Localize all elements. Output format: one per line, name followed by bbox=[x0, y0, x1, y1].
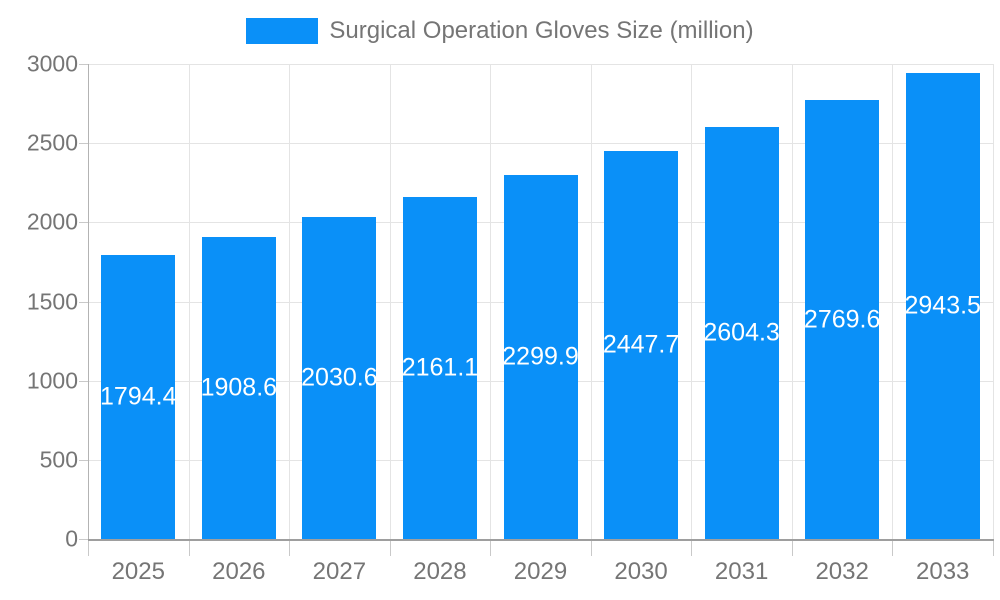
y-axis-tick-label: 2000 bbox=[26, 208, 78, 235]
bar[interactable] bbox=[604, 151, 679, 539]
x-axis-line bbox=[88, 539, 994, 541]
gridline-vertical bbox=[389, 64, 391, 539]
y-axis-tick-label: 0 bbox=[65, 525, 78, 552]
x-axis-tick-label: 2028 bbox=[413, 558, 467, 585]
bar[interactable] bbox=[704, 126, 779, 539]
gridline-vertical bbox=[289, 64, 291, 539]
x-axis-tick bbox=[791, 540, 793, 556]
gridline-vertical bbox=[892, 64, 894, 539]
legend-swatch bbox=[246, 18, 319, 44]
y-axis-tick-label: 1500 bbox=[26, 288, 78, 314]
y-axis-tick bbox=[79, 539, 88, 540]
y-axis-tick-label: 2500 bbox=[26, 129, 78, 156]
gridline-vertical bbox=[490, 64, 492, 539]
bar[interactable] bbox=[302, 217, 377, 539]
x-axis-tick-label: 2027 bbox=[312, 558, 367, 585]
x-axis-tick bbox=[892, 540, 894, 556]
gridline-vertical bbox=[993, 64, 994, 539]
gridline-vertical bbox=[188, 64, 190, 539]
x-axis-tick bbox=[289, 540, 291, 556]
gridline-vertical bbox=[691, 64, 693, 539]
bar-value-label: 2299.9 bbox=[502, 342, 579, 371]
bar-value-label: 1908.6 bbox=[200, 373, 278, 402]
y-axis-tick bbox=[79, 301, 88, 303]
x-axis-tick-label: 2031 bbox=[714, 558, 769, 585]
y-axis-line bbox=[88, 64, 89, 539]
x-axis-tick bbox=[590, 540, 592, 556]
x-axis-tick-label: 2029 bbox=[513, 558, 568, 585]
y-axis-tick bbox=[79, 64, 88, 65]
plot-area: 1794.4 1908.6 2030.6 2161.1 2299.9 2447.7 2604… bbox=[88, 64, 994, 539]
x-axis-tick bbox=[490, 540, 492, 556]
bar[interactable] bbox=[805, 100, 880, 539]
bar[interactable] bbox=[101, 254, 176, 539]
gridline-horizontal bbox=[88, 64, 993, 65]
x-axis-tick bbox=[691, 540, 693, 556]
y-axis-tick-label: 3000 bbox=[26, 50, 78, 77]
gridline-vertical bbox=[791, 64, 793, 539]
bar[interactable] bbox=[402, 196, 477, 539]
bar-value-label: 2943.5 bbox=[904, 291, 981, 320]
x-axis-tick-label: 2030 bbox=[614, 558, 668, 585]
y-axis-tick bbox=[79, 143, 88, 145]
x-axis-tick-label: 2033 bbox=[916, 558, 970, 585]
x-axis-tick bbox=[88, 540, 89, 556]
bar[interactable] bbox=[503, 174, 578, 539]
y-axis-tick bbox=[79, 459, 88, 461]
y-axis-tick bbox=[79, 222, 88, 224]
bar[interactable] bbox=[201, 236, 276, 539]
bar-value-label: 1794.4 bbox=[100, 382, 177, 411]
bar-value-label: 2030.6 bbox=[301, 363, 378, 392]
x-axis-tick-label: 2025 bbox=[111, 558, 165, 585]
bar-value-label: 2447.7 bbox=[602, 330, 680, 359]
x-axis-tick bbox=[389, 540, 391, 556]
y-axis-tick bbox=[79, 380, 88, 382]
x-axis-tick bbox=[993, 540, 994, 556]
legend-label: Surgical Operation Gloves Size (million) bbox=[329, 17, 754, 44]
bar-value-label: 2769.6 bbox=[803, 305, 881, 334]
chart-legend[interactable]: Surgical Operation Gloves Size (million) bbox=[0, 14, 1000, 48]
y-axis-tick-label: 500 bbox=[39, 446, 78, 473]
y-axis-tick-label: 1000 bbox=[26, 367, 78, 394]
bar[interactable] bbox=[905, 72, 980, 539]
x-axis-tick-label: 2032 bbox=[815, 558, 869, 585]
bar-value-label: 2604.3 bbox=[703, 318, 780, 347]
x-axis-tick bbox=[188, 540, 190, 556]
gridline-horizontal bbox=[88, 143, 993, 145]
gridline-vertical bbox=[590, 64, 592, 539]
x-axis-tick-label: 2026 bbox=[212, 558, 266, 585]
bar-value-label: 2161.1 bbox=[401, 353, 479, 382]
